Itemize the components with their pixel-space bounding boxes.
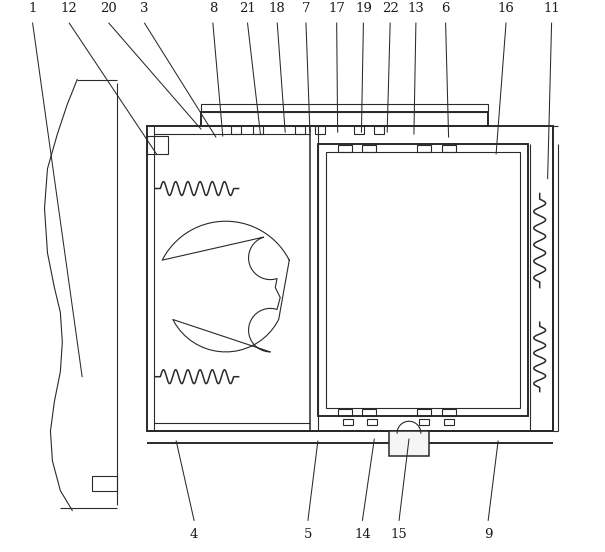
Text: 20: 20	[100, 2, 117, 15]
Text: 3: 3	[140, 2, 149, 15]
Text: 1: 1	[28, 2, 37, 15]
Text: 12: 12	[61, 2, 77, 15]
Bar	[318, 144, 528, 416]
Bar	[419, 420, 429, 425]
Text: 14: 14	[354, 528, 371, 541]
Bar	[362, 145, 376, 152]
Bar	[417, 410, 431, 416]
Bar	[362, 410, 376, 416]
Text: 16: 16	[497, 2, 514, 15]
Text: 7: 7	[302, 2, 310, 15]
Bar	[442, 145, 456, 152]
Bar	[443, 420, 454, 425]
Bar	[201, 112, 488, 126]
Text: 18: 18	[269, 2, 286, 15]
Text: 8: 8	[209, 2, 217, 15]
Text: 13: 13	[407, 2, 424, 15]
Bar	[367, 420, 378, 425]
Bar	[92, 476, 117, 491]
Bar	[355, 126, 364, 134]
Bar	[201, 104, 488, 112]
Text: 15: 15	[391, 528, 407, 541]
Bar	[253, 126, 263, 134]
Bar	[374, 126, 384, 134]
Bar	[442, 410, 456, 416]
Bar	[146, 136, 168, 154]
Bar	[417, 145, 431, 152]
Text: 5: 5	[304, 528, 312, 541]
Text: 9: 9	[484, 528, 492, 541]
Bar	[325, 152, 520, 408]
Text: 11: 11	[543, 2, 560, 15]
Bar	[389, 431, 429, 456]
Bar	[146, 126, 552, 431]
Text: 4: 4	[190, 528, 198, 541]
Text: 21: 21	[239, 2, 256, 15]
Bar	[231, 126, 241, 134]
Bar	[338, 145, 352, 152]
Bar	[295, 126, 305, 134]
Text: 6: 6	[442, 2, 450, 15]
Bar	[342, 420, 353, 425]
Text: 17: 17	[329, 2, 345, 15]
Text: 22: 22	[382, 2, 399, 15]
Bar	[338, 410, 352, 416]
Text: 19: 19	[355, 2, 372, 15]
Bar	[315, 126, 325, 134]
